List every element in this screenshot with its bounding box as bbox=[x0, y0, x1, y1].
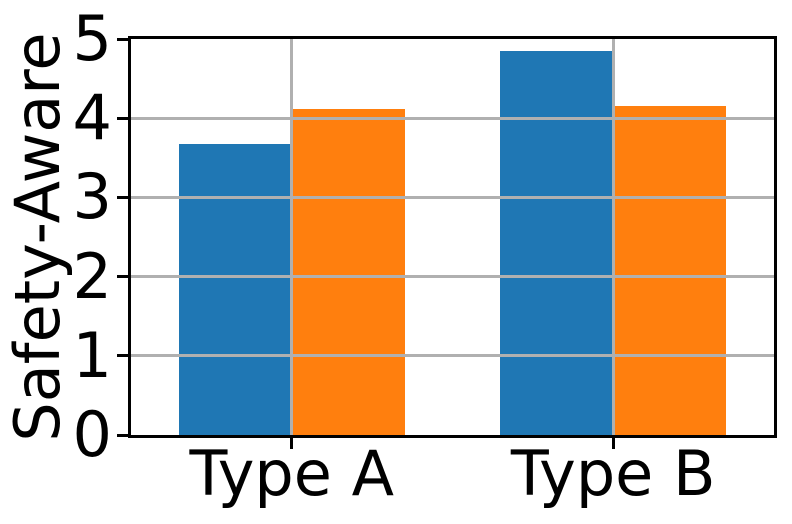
bar-type-a-series-orange bbox=[291, 108, 405, 435]
y-tick-label-3: 3 bbox=[72, 160, 112, 234]
y-tick-label-4: 4 bbox=[72, 81, 112, 155]
h-gridline-3 bbox=[131, 195, 774, 199]
y-tick-label-1: 1 bbox=[72, 318, 112, 392]
y-tick-0 bbox=[117, 433, 128, 437]
y-tick-label-5: 5 bbox=[72, 2, 112, 75]
plot-area bbox=[117, 36, 777, 449]
y-tick-label-2: 2 bbox=[72, 239, 112, 313]
x-tick-label-type-b: Type B bbox=[510, 437, 716, 510]
bar-type-b-series-orange bbox=[613, 106, 727, 435]
y-tick-3 bbox=[117, 195, 128, 199]
x-tick-label-type-a: Type A bbox=[189, 437, 395, 510]
v-gridline-0 bbox=[290, 39, 294, 435]
h-gridline-4 bbox=[131, 116, 774, 120]
v-gridline-1 bbox=[611, 39, 615, 435]
y-tick-label-0: 0 bbox=[72, 398, 112, 471]
y-tick-5 bbox=[117, 37, 128, 41]
y-tick-1 bbox=[117, 354, 128, 358]
x-tick-type-b bbox=[611, 438, 615, 449]
x-tick-type-a bbox=[290, 438, 294, 449]
bar-type-b-series-blue bbox=[500, 50, 614, 435]
y-tick-4 bbox=[117, 116, 128, 120]
bar-type-a-series-blue bbox=[178, 144, 292, 435]
y-tick-2 bbox=[117, 275, 128, 279]
h-gridline-1 bbox=[131, 354, 774, 358]
h-gridline-2 bbox=[131, 275, 774, 279]
